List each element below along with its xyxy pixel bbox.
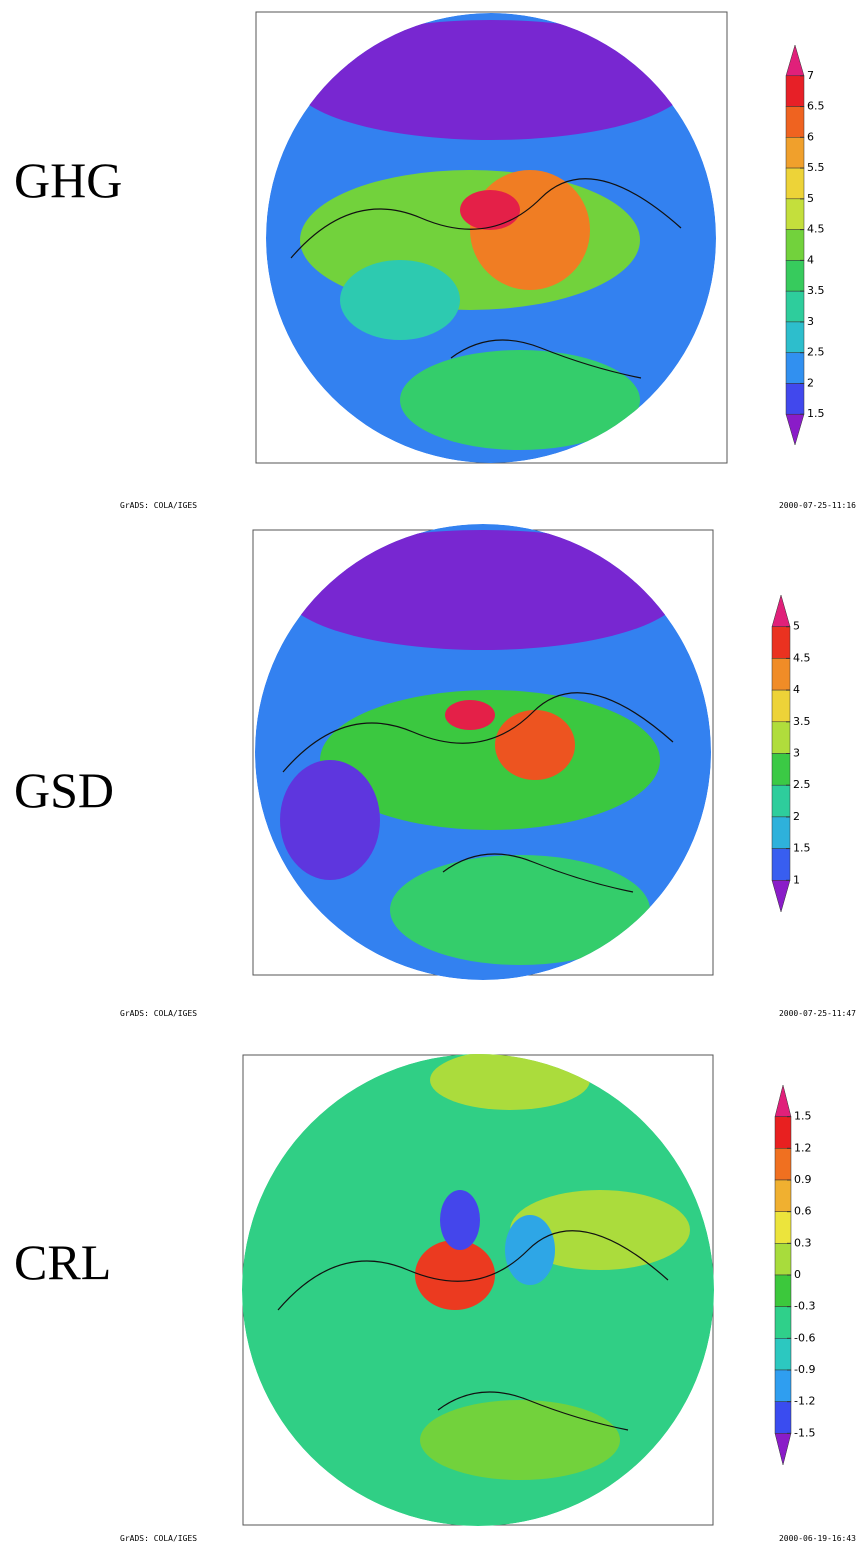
map-field [495, 710, 575, 780]
colorbar-tick-label: 2.5 [793, 778, 811, 791]
map [266, 13, 716, 463]
colorbar-band [786, 383, 804, 414]
colorbar-band [786, 199, 804, 230]
colorbar-tick-label: 0.6 [794, 1205, 812, 1218]
colorbar-band [786, 76, 804, 107]
colorbar-band [775, 1275, 791, 1307]
colorbar-tick-label: -1.5 [794, 1426, 815, 1439]
panel-label: GSD [14, 762, 114, 818]
colorbar-cap [772, 880, 790, 912]
colorbar-band [775, 1117, 791, 1149]
colorbar-cap [786, 414, 804, 445]
colorbar-band [775, 1180, 791, 1212]
colorbar-band [772, 785, 790, 817]
colorbar-tick-label: 3.5 [793, 715, 811, 728]
colorbar-tick-label: 3 [807, 315, 814, 328]
map-field [470, 170, 590, 290]
footer-left: GrADS: COLA/IGES [120, 501, 197, 510]
map [255, 524, 711, 980]
map-field [440, 1190, 480, 1250]
map-field [340, 260, 460, 340]
colorbar-tick-label: 2 [807, 376, 814, 389]
colorbar-tick-label: 3.5 [807, 284, 825, 297]
map-field [420, 1400, 620, 1480]
colorbar-band [775, 1148, 791, 1180]
colorbar-tick-label: 4.5 [793, 651, 811, 664]
colorbar-tick-label: -1.2 [794, 1395, 815, 1408]
colorbar-tick-label: 1.5 [807, 407, 825, 420]
colorbar-tick-label: 1.5 [794, 1110, 812, 1123]
panel-label: GHG [14, 152, 122, 208]
footer-right: 2000-07-25-11:16 [779, 501, 856, 510]
colorbar-tick-label: -0.6 [794, 1331, 815, 1344]
colorbar-cap [775, 1085, 791, 1117]
colorbar-tick-label: 1.2 [794, 1141, 812, 1154]
colorbar-tick-label: 2 [793, 810, 800, 823]
colorbar-tick-label: 4 [807, 253, 814, 266]
colorbar-tick-label: 3 [793, 747, 800, 760]
colorbar-tick-label: 1 [793, 873, 800, 886]
colorbar-band [775, 1402, 791, 1434]
colorbar-band [786, 230, 804, 261]
colorbar-band [772, 817, 790, 849]
colorbar-tick-label: 5.5 [807, 161, 825, 174]
colorbar-cap [772, 595, 790, 627]
colorbar-tick-label: 6.5 [807, 100, 825, 113]
map-field [460, 190, 520, 230]
colorbar-tick-label: 4.5 [807, 223, 825, 236]
colorbar-band [772, 658, 790, 690]
colorbar-band [772, 722, 790, 754]
colorbar-band [786, 322, 804, 353]
colorbar-band [775, 1338, 791, 1370]
map-field [280, 760, 380, 880]
colorbar-tick-label: 1.5 [793, 842, 811, 855]
colorbar-tick-label: 0.3 [794, 1236, 812, 1249]
map-field [415, 1240, 495, 1310]
colorbar-band [775, 1212, 791, 1244]
colorbar-tick-label: 5 [793, 620, 800, 633]
footer-right: 2000-07-25-11:47 [779, 1009, 856, 1018]
colorbar-band [786, 291, 804, 322]
colorbar-band [772, 690, 790, 722]
colorbar-band [775, 1370, 791, 1402]
colorbar-band [786, 137, 804, 168]
map-field [445, 700, 495, 730]
colorbar-band [772, 754, 790, 786]
colorbar-band [786, 107, 804, 138]
colorbar-band [775, 1243, 791, 1275]
colorbar-tick-label: 6 [807, 130, 814, 143]
colorbar-tick-label: 4 [793, 683, 800, 696]
colorbar-band [786, 260, 804, 291]
colorbar-band [775, 1307, 791, 1339]
colorbar-tick-label: 5 [807, 192, 814, 205]
footer-right: 2000-06-19-16:43 [779, 1534, 856, 1543]
colorbar-band [786, 353, 804, 384]
colorbar-band [772, 627, 790, 659]
colorbar-tick-label: 7 [807, 69, 814, 82]
colorbar-cap [775, 1433, 791, 1465]
colorbar-tick-label: -0.9 [794, 1363, 815, 1376]
footer-left: GrADS: COLA/IGES [120, 1009, 197, 1018]
colorbar-tick-label: -0.3 [794, 1300, 815, 1313]
colorbar-tick-label: 0 [794, 1268, 801, 1281]
colorbar-tick-label: 0.9 [794, 1173, 812, 1186]
colorbar-cap [786, 45, 804, 76]
colorbar-band [786, 168, 804, 199]
map-field [505, 1215, 555, 1285]
figure: GHG 7 6.5 6 5.5 5 4.5 4 3.5 3 2.5 2 1.5 GrADS: COLA/I… [0, 0, 860, 1548]
panel-label: CRL [14, 1234, 111, 1290]
footer-left: GrADS: COLA/IGES [120, 1534, 197, 1543]
colorbar-tick-label: 2.5 [807, 346, 825, 359]
colorbar-band [772, 849, 790, 881]
